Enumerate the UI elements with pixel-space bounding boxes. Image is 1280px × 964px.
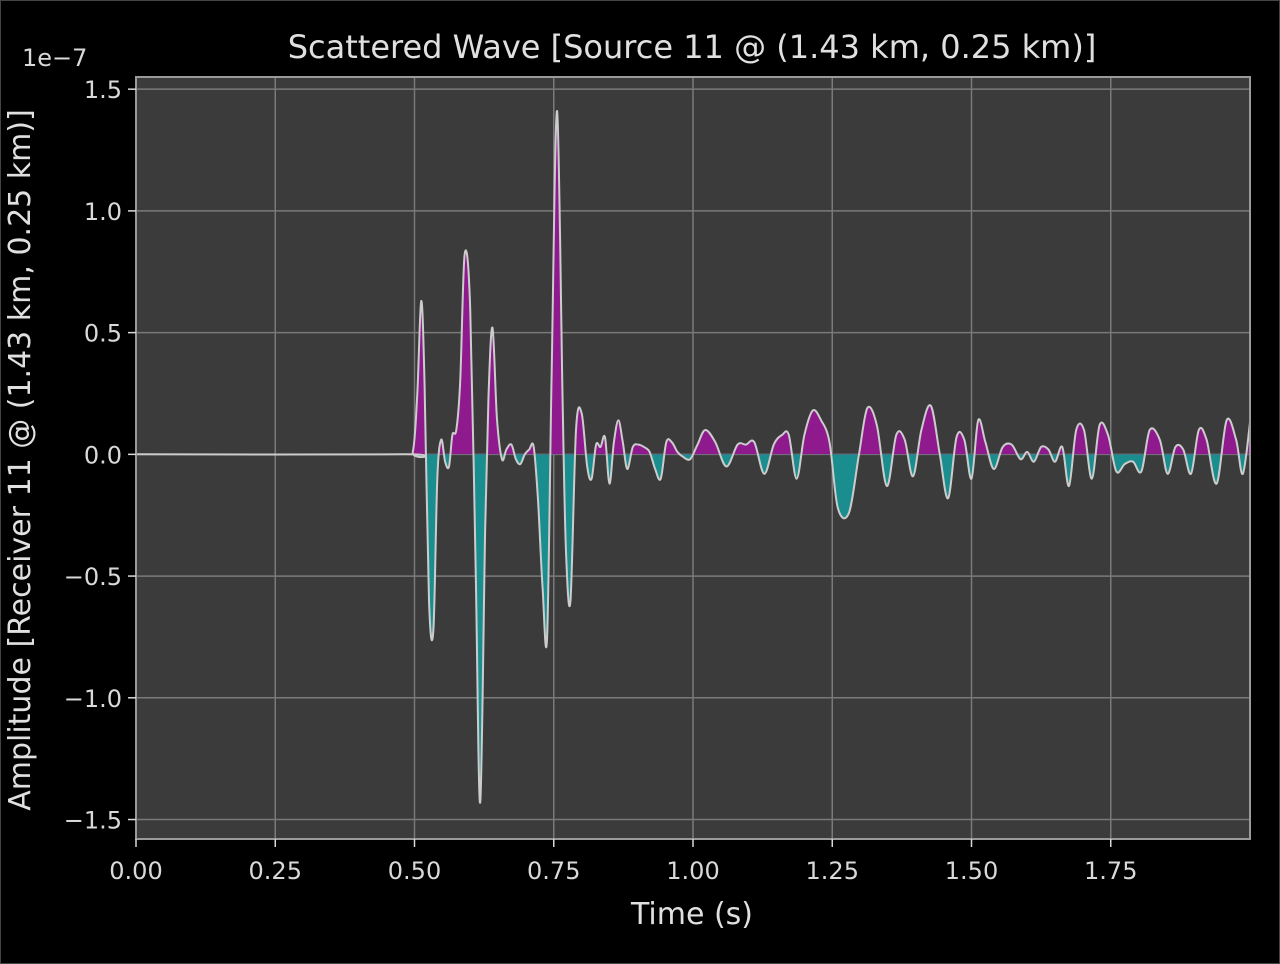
- chart-title: Scattered Wave [Source 11 @ (1.43 km, 0.…: [288, 28, 1097, 66]
- x-axis-label: Time (s): [630, 897, 753, 932]
- y-tick-label: −0.5: [64, 563, 122, 591]
- x-tick-label: 0.25: [249, 857, 302, 885]
- x-tick-label: 1.50: [945, 857, 998, 885]
- y-tick-label: 1.0: [84, 198, 122, 226]
- y-tick-label: 0.0: [84, 441, 122, 469]
- x-axis-ticks: 0.00 0.25 0.50 0.75 1.00 1.25 1.50 1.75: [109, 839, 1137, 885]
- x-tick-label: 1.00: [666, 857, 719, 885]
- y-tick-label: −1.5: [64, 807, 122, 835]
- y-axis-offset-label: 1e−7: [22, 44, 87, 72]
- x-tick-label: 0.50: [388, 857, 441, 885]
- y-tick-label: 1.5: [84, 76, 122, 104]
- y-tick-label: 0.5: [84, 320, 122, 348]
- x-tick-label: 0.75: [527, 857, 580, 885]
- y-axis-ticks: 1.5 1.0 0.5 0.0 −0.5 −1.0 −1.5: [64, 76, 136, 835]
- x-tick-label: 1.25: [806, 857, 859, 885]
- series-line: [135, 110, 1251, 804]
- y-axis-label: Amplitude [Receiver 11 @ (1.43 km, 0.25 …: [3, 109, 38, 811]
- x-tick-label: 0.00: [109, 857, 162, 885]
- x-tick-label: 1.75: [1084, 857, 1137, 885]
- y-tick-label: −1.0: [64, 685, 122, 713]
